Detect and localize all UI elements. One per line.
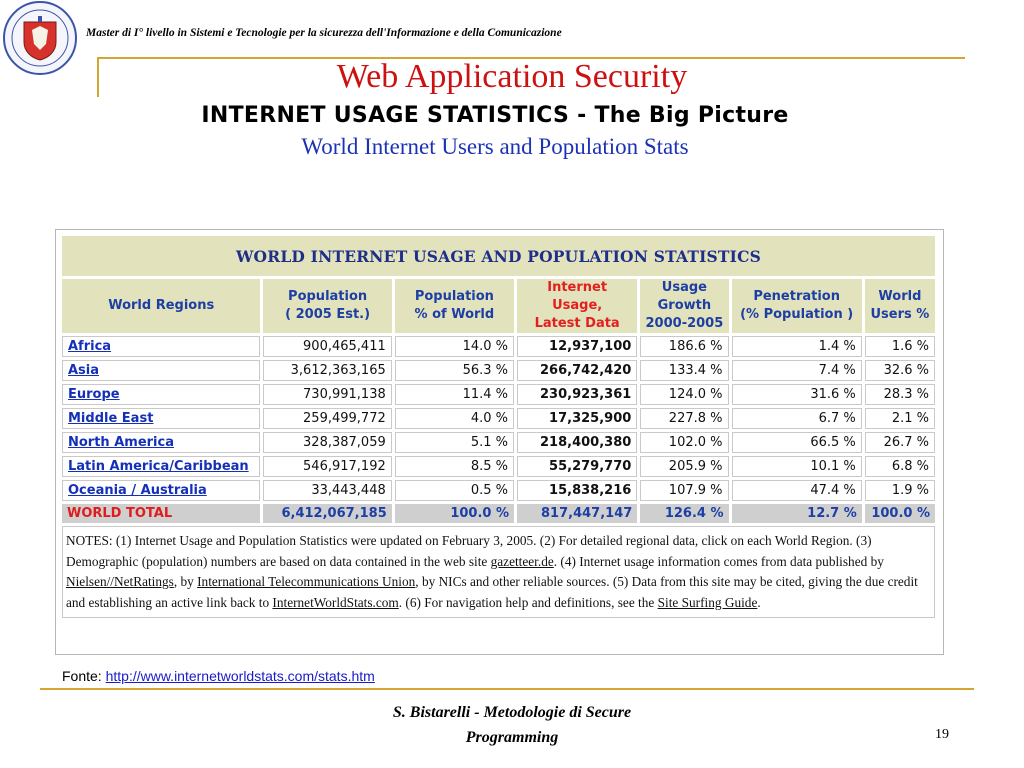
region-link[interactable]: North America: [62, 432, 261, 453]
university-seal-logo: [3, 1, 77, 75]
col-header: Population( 2005 Est.): [263, 279, 392, 333]
bottom-rule: [40, 688, 974, 690]
col-header: Penetration (% Population ): [731, 279, 862, 333]
table-cell: 2.1 %: [864, 408, 935, 429]
footer-author: S. Bistarelli - Metodologie di Secure Pro…: [392, 704, 632, 746]
site-surfing-guide-link[interactable]: Site Surfing Guide: [657, 594, 758, 610]
table-cell: 4.0 %: [394, 408, 515, 429]
table-cell: 10.1 %: [731, 456, 862, 477]
notes-block: NOTES: (1) Internet Usage and Population…: [62, 526, 935, 618]
table-cell: 100.0 %: [864, 504, 935, 523]
table-cell: 0.5 %: [394, 480, 515, 501]
table-cell: 6.8 %: [864, 456, 935, 477]
table-cell: 6.7 %: [731, 408, 862, 429]
table-cell: 124.0 %: [640, 384, 729, 405]
table-cell: 1.4 %: [731, 336, 862, 357]
column-header-row: World Regions Population( 2005 Est.) Pop…: [62, 279, 935, 333]
sub-heading: World Internet Users and Population Stat…: [301, 134, 689, 159]
table-cell: 266,742,420: [517, 360, 638, 381]
netratings-link[interactable]: Nielsen//NetRatings: [66, 574, 174, 589]
master-course-title: Master di I° livello in Sistemi e Tecnol…: [86, 27, 562, 39]
table-cell: 33,443,448: [263, 480, 392, 501]
table-caption: WORLD INTERNET USAGE AND POPULATION STAT…: [62, 236, 935, 276]
region-link[interactable]: Asia: [62, 360, 261, 381]
table-cell: 17,325,900: [517, 408, 638, 429]
region-link[interactable]: Middle East: [62, 408, 261, 429]
table-cell: 126.4 %: [640, 504, 729, 523]
region-link[interactable]: Europe: [62, 384, 261, 405]
table-cell: 66.5 %: [731, 432, 862, 453]
table-cell: 31.6 %: [731, 384, 862, 405]
table-cell: 186.6 %: [640, 336, 729, 357]
col-header: World Regions: [62, 279, 261, 333]
total-label: WORLD TOTAL: [62, 504, 261, 523]
total-row: WORLD TOTAL 6,412,067,185 100.0 % 817,44…: [62, 504, 935, 523]
table-cell: 259,499,772: [263, 408, 392, 429]
table-cell: 55,279,770: [517, 456, 638, 477]
top-rule: [97, 57, 965, 59]
gazetteer-link[interactable]: gazetteer.de: [490, 553, 554, 569]
table-cell: 7.4 %: [731, 360, 862, 381]
table-cell: 47.4 %: [731, 480, 862, 501]
table-cell: 133.4 %: [640, 360, 729, 381]
table-row: Asia 3,612,363,165 56.3 % 266,742,420 133.4 …: [62, 360, 935, 381]
left-rule: [97, 57, 99, 97]
table-cell: 12,937,100: [517, 336, 638, 357]
table-cell: 5.1 %: [394, 432, 515, 453]
region-link[interactable]: Africa: [62, 336, 261, 357]
region-link[interactable]: Oceania / Australia: [62, 480, 261, 501]
page-number: 19: [935, 727, 949, 742]
col-header: World Users %: [864, 279, 935, 333]
table-cell: 100.0 %: [394, 504, 515, 523]
table-cell: 56.3 %: [394, 360, 515, 381]
table-cell: 227.8 %: [640, 408, 729, 429]
table-cell: 328,387,059: [263, 432, 392, 453]
table-cell: 730,991,138: [263, 384, 392, 405]
table-row: Oceania / Australia 33,443,448 0.5 % 15,838…: [62, 480, 935, 501]
table-row: North America 328,387,059 5.1 % 218,400,380…: [62, 432, 935, 453]
table-cell: 6,412,067,185: [263, 504, 392, 523]
table-cell: 900,465,411: [263, 336, 392, 357]
stats-table: WORLD INTERNET USAGE AND POPULATION STAT…: [59, 233, 938, 621]
table-cell: 102.0 %: [640, 432, 729, 453]
table-row: Africa 900,465,411 14.0 % 12,937,100 186.6 %…: [62, 336, 935, 357]
table-cell: 546,917,192: [263, 456, 392, 477]
table-cell: 230,923,361: [517, 384, 638, 405]
source-line: Fonte: http://www.internetworldstats.com…: [62, 668, 375, 684]
table-cell: 11.4 %: [394, 384, 515, 405]
table-cell: 28.3 %: [864, 384, 935, 405]
table-cell: 817,447,147: [517, 504, 638, 523]
slide-title: Web Application Security: [336, 58, 688, 95]
table-cell: 205.9 %: [640, 456, 729, 477]
itu-link[interactable]: International Telecommunications Union: [197, 574, 416, 589]
main-heading: INTERNET USAGE STATISTICS - The Big Pict…: [201, 103, 789, 128]
table-cell: 12.7 %: [731, 504, 862, 523]
table-cell: 107.9 %: [640, 480, 729, 501]
table-cell: 26.7 %: [864, 432, 935, 453]
region-link[interactable]: Latin America/Caribbean: [62, 456, 261, 477]
col-header: Usage Growth 2000-2005: [640, 279, 729, 333]
col-header: Population% of World: [394, 279, 515, 333]
col-header: Internet Usage, Latest Data: [517, 279, 638, 333]
table-row: Europe 730,991,138 11.4 % 230,923,361 124.0 …: [62, 384, 935, 405]
table-cell: 14.0 %: [394, 336, 515, 357]
table-cell: 8.5 %: [394, 456, 515, 477]
table-row: Middle East 259,499,772 4.0 % 17,325,900 227…: [62, 408, 935, 429]
source-url-link[interactable]: http://www.internetworldstats.com/stats.…: [105, 668, 375, 684]
internetworldstats-link[interactable]: InternetWorldStats.com: [272, 594, 399, 610]
table-cell: 1.6 %: [864, 336, 935, 357]
table-cell: 3,612,363,165: [263, 360, 392, 381]
table-cell: 32.6 %: [864, 360, 935, 381]
table-cell: 1.9 %: [864, 480, 935, 501]
table-row: Latin America/Caribbean 546,917,192 8.5 % 5…: [62, 456, 935, 477]
table-cell: 218,400,380: [517, 432, 638, 453]
table-cell: 15,838,216: [517, 480, 638, 501]
